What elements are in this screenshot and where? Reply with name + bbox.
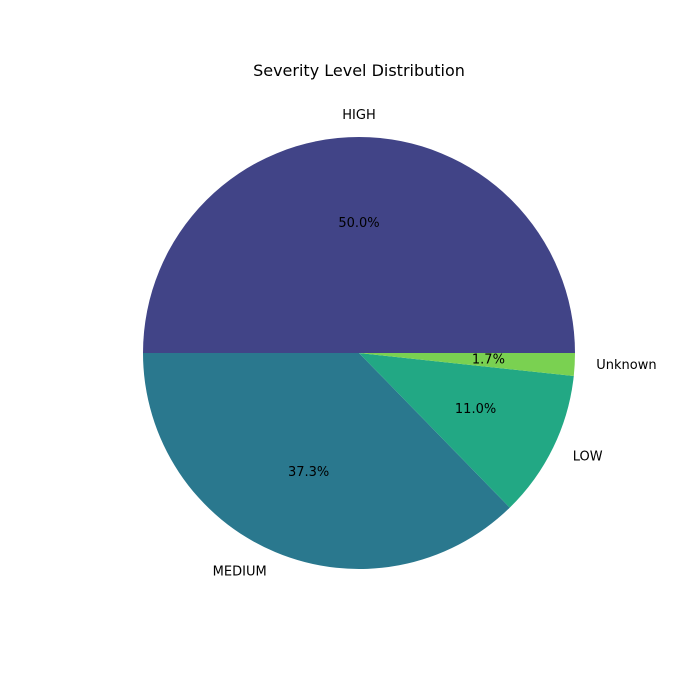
percent-label-unknown: 1.7% [472, 352, 505, 367]
chart-title: Severity Level Distribution [253, 61, 465, 80]
pie-slice-unknown [359, 353, 575, 377]
pie-slice-high [143, 137, 575, 353]
pie-slice-low [359, 353, 574, 508]
percent-label-low: 11.0% [455, 402, 496, 417]
slice-label-high: HIGH [342, 108, 375, 123]
slice-label-medium: MEDIUM [213, 564, 267, 579]
slice-label-unknown: Unknown [596, 358, 656, 373]
percent-label-high: 50.0% [338, 216, 379, 231]
pie-labels: HIGH 50.0% MEDIUM 37.3% LOW 11.0% Unknown 1.7% [213, 108, 657, 580]
pie-slices [143, 137, 575, 569]
slice-label-low: LOW [573, 449, 603, 464]
pie-slice-medium [143, 353, 510, 569]
percent-label-medium: 37.3% [288, 465, 329, 480]
